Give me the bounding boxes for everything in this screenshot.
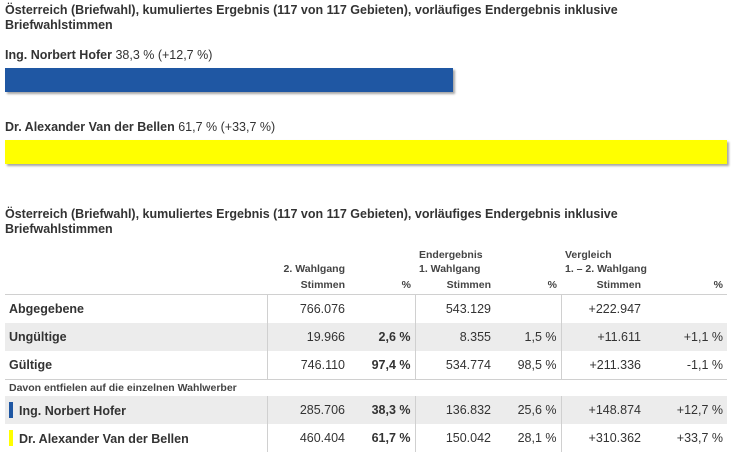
candidate-name-hofer: Ing. Norbert Hofer <box>5 48 112 62</box>
results-table: 2. Wahlgang Endergebnis 1. Wahlgang Verg… <box>5 248 727 452</box>
result-bar-vdb <box>5 140 727 164</box>
table-row-candidate: Dr. Alexander Van der Bellen 460.404 61,… <box>5 424 727 452</box>
table-row-candidate: Ing. Norbert Hofer 285.706 38,3 % 136.83… <box>5 396 727 424</box>
header-2wahlgang: 2. Wahlgang <box>283 263 345 275</box>
header-stimmen-diff: Stimmen <box>596 279 641 291</box>
candidate-stats-hofer: 38,3 % (+12,7 %) <box>115 48 213 62</box>
header-stimmen-1: Stimmen <box>446 279 491 291</box>
header-pct-2: % <box>401 279 411 291</box>
table-row: Gültige 746.110 97,4 % 534.774 98,5 % +2… <box>5 351 727 380</box>
table-row: Abgegebene 766.076 543.129 +222.947 <box>5 294 727 323</box>
row-label: Dr. Alexander Van der Bellen <box>19 432 189 446</box>
header-pct-1: % <box>547 279 557 291</box>
row-label: Ungültige <box>5 323 267 351</box>
table-header-row-units: Stimmen % Stimmen % Stimmen % <box>5 278 727 295</box>
result-bar-hofer <box>5 68 453 92</box>
header-stimmen-2: Stimmen <box>300 279 345 291</box>
results-title-top: Österreich (Briefwahl), kumuliertes Erge… <box>5 3 618 32</box>
table-row: Ungültige 19.966 2,6 % 8.355 1,5 % +11.6… <box>5 323 727 351</box>
table-header-row-groups: 2. Wahlgang Endergebnis 1. Wahlgang Verg… <box>5 248 727 278</box>
table-subheader-row: Davon entfielen auf die einzelnen Wahlwe… <box>5 379 727 396</box>
candidate-color-marker-vdb <box>9 430 13 446</box>
header-endergebnis: Endergebnis 1. Wahlgang <box>419 249 483 275</box>
candidate-stats-vdb: 61,7 % (+33,7 %) <box>178 120 276 134</box>
results-title-table: Österreich (Briefwahl), kumuliertes Erge… <box>5 207 618 236</box>
header-pct-diff: % <box>713 279 723 291</box>
candidate-color-marker-hofer <box>9 402 13 418</box>
row-label: Abgegebene <box>5 294 267 323</box>
candidate-label-vdb: Dr. Alexander Van der Bellen 61,7 % (+33… <box>5 120 275 134</box>
row-label: Ing. Norbert Hofer <box>19 404 126 418</box>
candidates-subheader: Davon entfielen auf die einzelnen Wahlwe… <box>5 379 727 396</box>
header-vergleich: Vergleich 1. – 2. Wahlgang <box>565 249 647 275</box>
row-label: Gültige <box>9 358 53 372</box>
candidate-label-hofer: Ing. Norbert Hofer 38,3 % (+12,7 %) <box>5 48 212 62</box>
candidate-name-vdb: Dr. Alexander Van der Bellen <box>5 120 175 134</box>
